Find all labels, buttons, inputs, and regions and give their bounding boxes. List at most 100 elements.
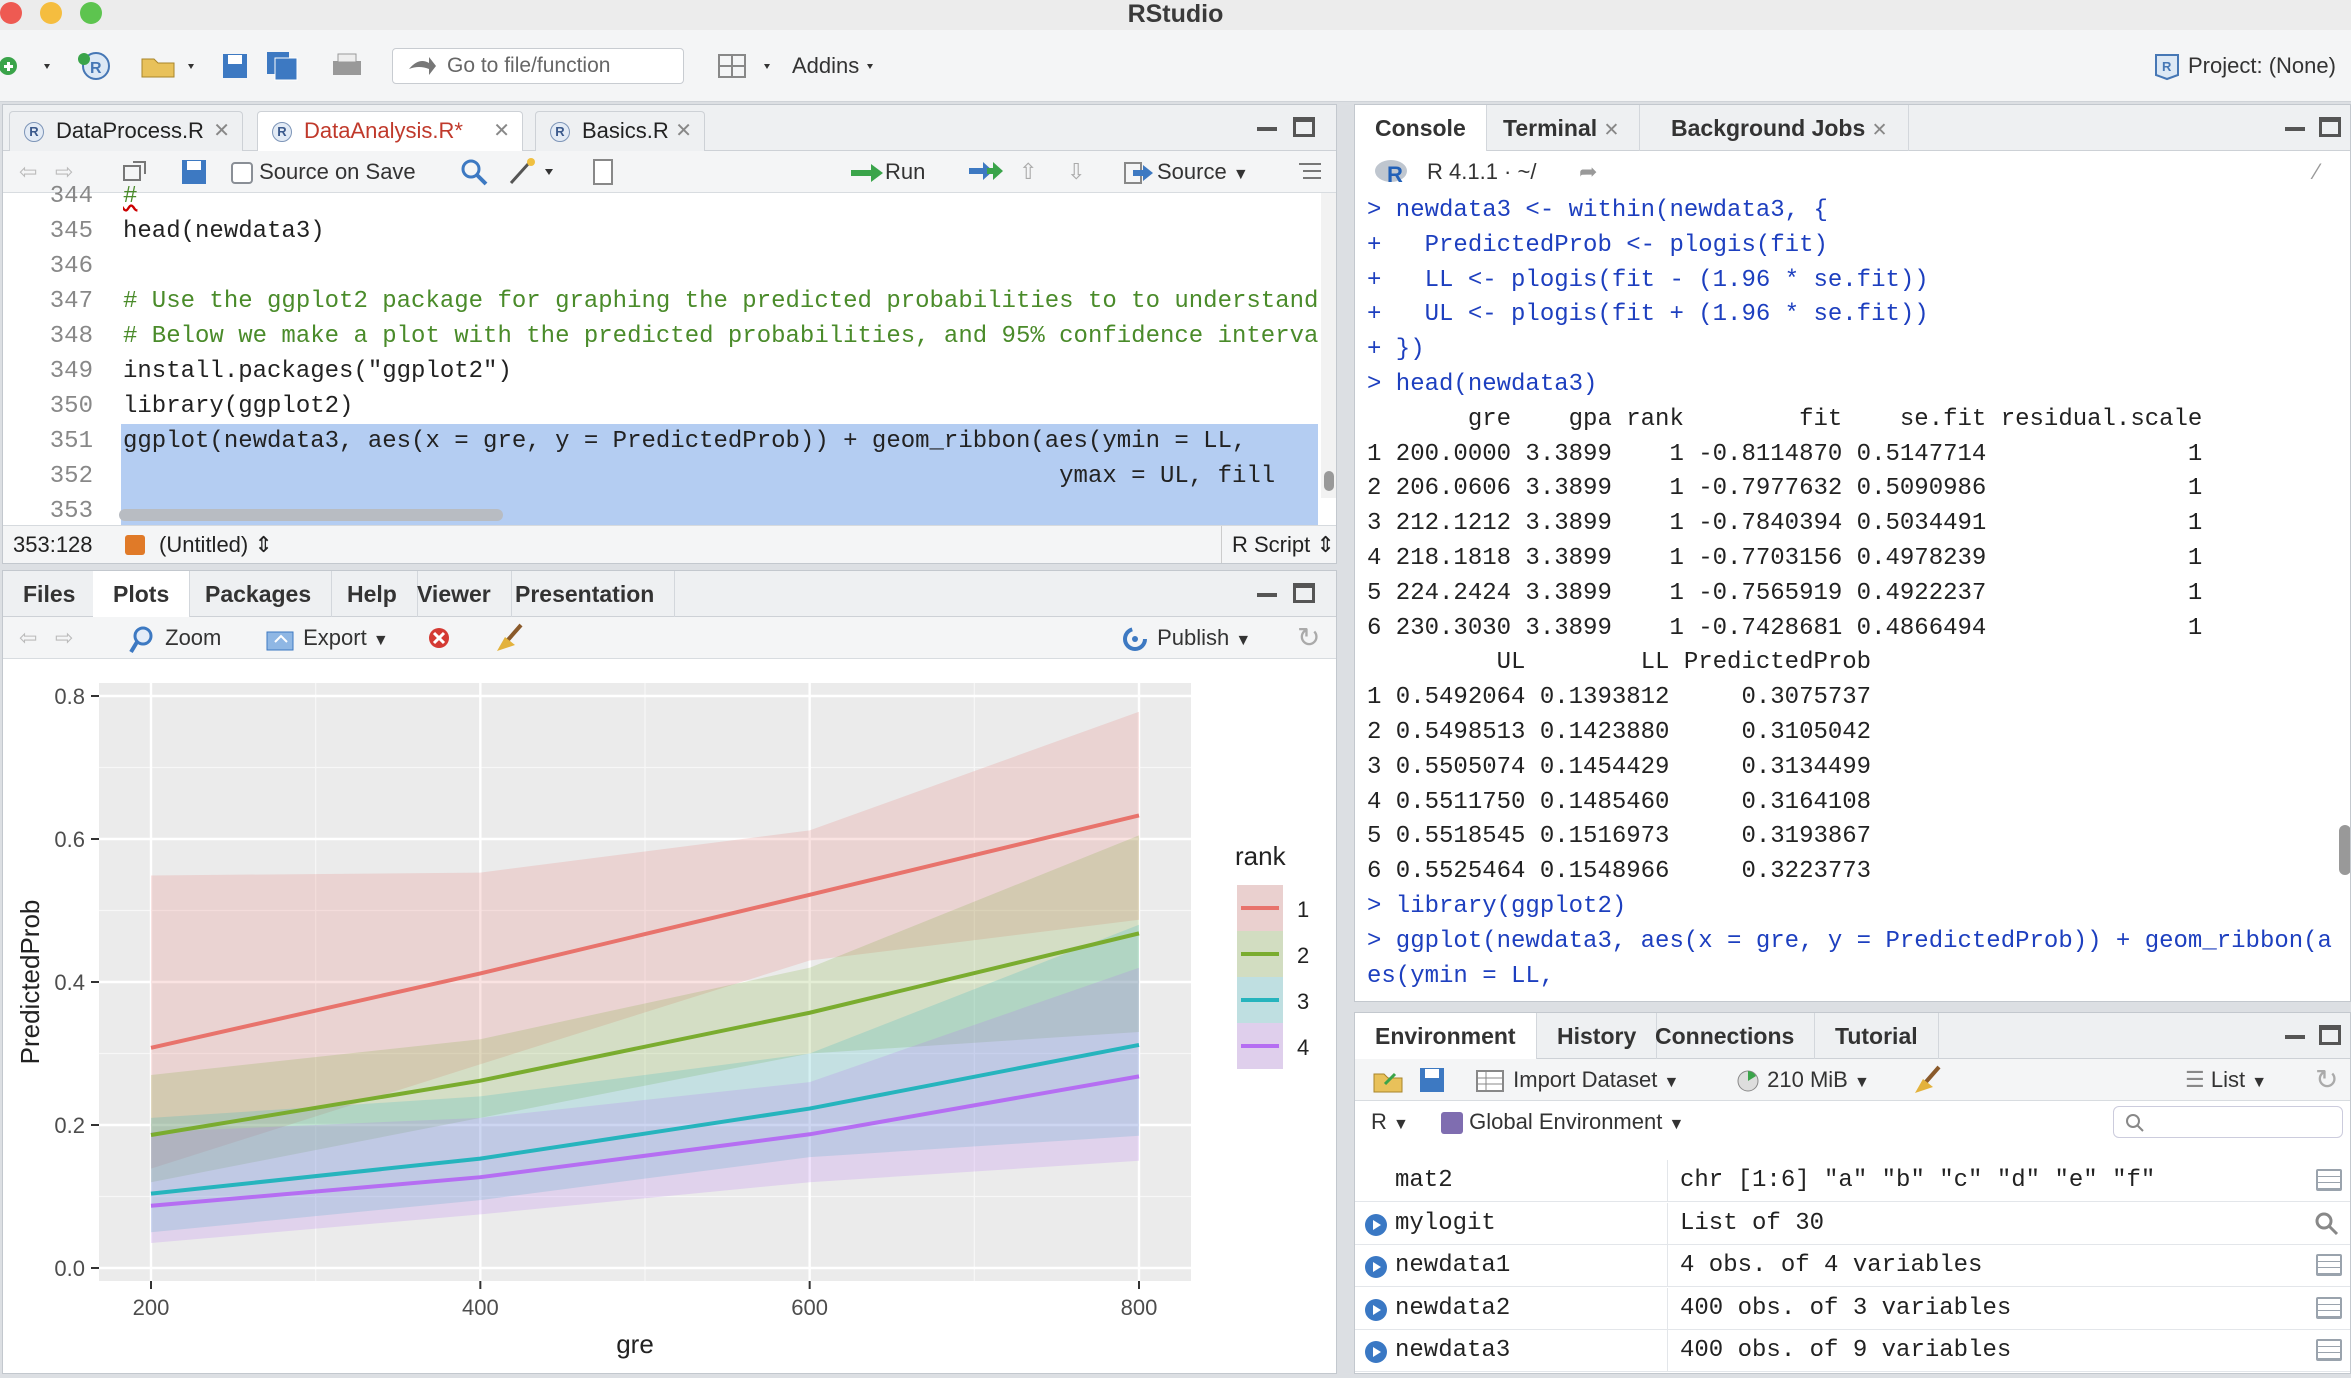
close-window-icon[interactable] xyxy=(0,2,22,24)
close-tab-icon[interactable]: ✕ xyxy=(675,120,692,142)
tab-viewer[interactable]: Viewer xyxy=(397,571,512,617)
maximize-pane-icon[interactable] xyxy=(1293,117,1315,137)
tab-dataanalysis[interactable]: R DataAnalysis.R* ✕ xyxy=(257,111,523,152)
refresh-environment-icon[interactable]: ↻ xyxy=(2315,1064,2339,1095)
chevron-down-icon xyxy=(867,64,874,69)
minimize-pane-icon[interactable] xyxy=(2285,117,2307,137)
previous-plot-icon[interactable]: ⇦ xyxy=(19,625,38,650)
environment-row[interactable]: newdata1 4 obs. of 4 variables xyxy=(1355,1245,2350,1287)
open-file-button[interactable] xyxy=(138,48,200,84)
tab-tutorial[interactable]: Tutorial xyxy=(1815,1013,1939,1059)
next-plot-icon[interactable]: ⇨ xyxy=(55,625,74,650)
tab-connections[interactable]: Connections xyxy=(1635,1013,1816,1059)
publish-button[interactable]: Publish ▼ xyxy=(1121,617,1251,659)
save-icon[interactable] xyxy=(181,151,207,193)
workspace-panes-button[interactable] xyxy=(716,48,780,84)
search-icon[interactable] xyxy=(459,151,489,193)
maximize-pane-icon[interactable] xyxy=(2319,117,2341,137)
print-button[interactable] xyxy=(330,48,364,84)
go-down-icon[interactable]: ⇩ xyxy=(1067,159,1086,184)
tab-environment[interactable]: Environment xyxy=(1355,1013,1537,1059)
new-file-button[interactable] xyxy=(0,48,56,84)
code-tools-icon[interactable] xyxy=(507,151,559,193)
tab-packages[interactable]: Packages xyxy=(185,571,333,617)
source-on-save-checkbox[interactable]: Source on Save xyxy=(231,151,416,193)
go-up-icon[interactable]: ⇧ xyxy=(1019,159,1038,184)
memory-usage-button[interactable]: 210 MiB ▼ xyxy=(1735,1059,1870,1101)
zoom-button[interactable]: Zoom xyxy=(129,617,221,659)
outline-icon[interactable] xyxy=(1297,151,1323,193)
minimize-pane-icon[interactable] xyxy=(1257,117,1279,137)
clear-plots-icon[interactable] xyxy=(493,617,525,659)
environment-row[interactable]: newdata3 400 obs. of 9 variables xyxy=(1355,1330,2350,1372)
expand-arrow-icon[interactable] xyxy=(1365,1213,1387,1236)
tab-dataprocess[interactable]: R DataProcess.R ✕ xyxy=(9,111,243,151)
code-area[interactable]: 344 # 345 head(newdata3) 346 347 # Use the gg… xyxy=(3,183,1336,529)
new-project-button[interactable]: R xyxy=(76,48,116,84)
environment-icon xyxy=(1441,1112,1463,1135)
tab-basics[interactable]: R Basics.R ✕ xyxy=(535,111,705,151)
back-icon[interactable]: ⇦ xyxy=(19,159,38,184)
editor-hscrollbar[interactable] xyxy=(119,509,503,521)
close-tab-icon[interactable]: ✕ xyxy=(1871,120,1888,141)
import-dataset-button[interactable]: Import Dataset ▼ xyxy=(1475,1059,1679,1101)
environment-search-input[interactable] xyxy=(2113,1106,2343,1138)
environment-row[interactable]: mat2 chr [1:6] "a" "b" "c" "d" "e" "f" xyxy=(1355,1160,2350,1202)
load-workspace-icon[interactable] xyxy=(1371,1059,1405,1101)
minimize-pane-icon[interactable] xyxy=(1257,583,1279,603)
tab-console[interactable]: Console xyxy=(1355,105,1487,151)
rerun-icon[interactable] xyxy=(967,151,1005,193)
scope-selector[interactable]: (Untitled) ⇕ xyxy=(159,532,273,557)
clear-console-icon[interactable]: ⁄ xyxy=(2315,159,2319,184)
addins-menu[interactable]: Addins xyxy=(792,48,883,84)
tab-help[interactable]: Help xyxy=(327,571,418,617)
refresh-icon[interactable]: ↻ xyxy=(1297,622,1321,653)
maximize-pane-icon[interactable] xyxy=(1293,583,1315,603)
remove-plot-icon[interactable] xyxy=(427,617,451,659)
zoom-window-icon[interactable] xyxy=(80,2,102,24)
environment-row[interactable]: mylogit List of 30 xyxy=(1355,1202,2350,1245)
save-button[interactable] xyxy=(220,48,250,84)
project-menu[interactable]: R Project: (None) xyxy=(2148,48,2336,84)
inspect-icon[interactable] xyxy=(2314,1211,2340,1237)
view-table-icon[interactable] xyxy=(2316,1169,2342,1191)
close-tab-icon[interactable]: ✕ xyxy=(493,120,510,142)
view-table-icon[interactable] xyxy=(2316,1254,2342,1276)
scope-dropdown[interactable]: Global Environment ▼ xyxy=(1441,1101,1684,1143)
expand-arrow-icon[interactable] xyxy=(1365,1298,1387,1321)
forward-icon[interactable]: ⇨ xyxy=(55,159,74,184)
tab-presentation[interactable]: Presentation xyxy=(495,571,676,617)
language-dropdown[interactable]: R ▼ xyxy=(1371,1109,1409,1134)
goto-file-input[interactable]: Go to file/function xyxy=(392,48,684,84)
minimize-window-icon[interactable] xyxy=(40,2,62,24)
save-workspace-icon[interactable] xyxy=(1419,1059,1445,1101)
tab-background-jobs[interactable]: Background Jobs ✕ xyxy=(1651,105,1909,151)
expand-arrow-icon[interactable] xyxy=(1365,1256,1387,1278)
close-tab-icon[interactable]: ✕ xyxy=(213,120,230,142)
maximize-pane-icon[interactable] xyxy=(2319,1025,2341,1045)
code-text: # Below we make a plot with the predicte… xyxy=(123,323,1319,350)
minimize-pane-icon[interactable] xyxy=(2285,1025,2307,1045)
console-scrollbar[interactable] xyxy=(2339,825,2350,875)
environment-row[interactable]: newdata2 400 obs. of 3 variables xyxy=(1355,1287,2350,1330)
save-all-button[interactable] xyxy=(266,48,300,84)
compile-report-icon[interactable] xyxy=(591,151,615,193)
goto-dir-icon[interactable]: ➦ xyxy=(1579,159,1598,184)
source-button[interactable]: Source ▼ xyxy=(1123,151,1249,193)
tab-terminal[interactable]: Terminal ✕ xyxy=(1483,105,1641,151)
clear-environment-icon[interactable] xyxy=(1911,1059,1943,1101)
show-in-window-icon[interactable] xyxy=(121,151,149,193)
tab-plots[interactable]: Plots xyxy=(93,571,191,617)
tab-files[interactable]: Files xyxy=(3,571,97,617)
console-output[interactable]: > newdata3 <- within(newdata3, {+ Predic… xyxy=(1355,193,2332,1001)
view-table-icon[interactable] xyxy=(2316,1339,2342,1361)
view-table-icon[interactable] xyxy=(2316,1296,2342,1319)
file-type-selector[interactable]: R Script ⇕ xyxy=(1221,526,1335,563)
export-button[interactable]: Export ▼ xyxy=(265,617,389,659)
view-mode-dropdown[interactable]: ☰ List ▼ xyxy=(2185,1067,2268,1092)
editor-vscrollbar[interactable] xyxy=(1321,193,1336,498)
run-button[interactable]: Run xyxy=(849,151,925,193)
tab-history[interactable]: History xyxy=(1537,1013,1658,1059)
expand-arrow-icon[interactable] xyxy=(1365,1341,1387,1363)
close-tab-icon[interactable]: ✕ xyxy=(1603,120,1620,141)
